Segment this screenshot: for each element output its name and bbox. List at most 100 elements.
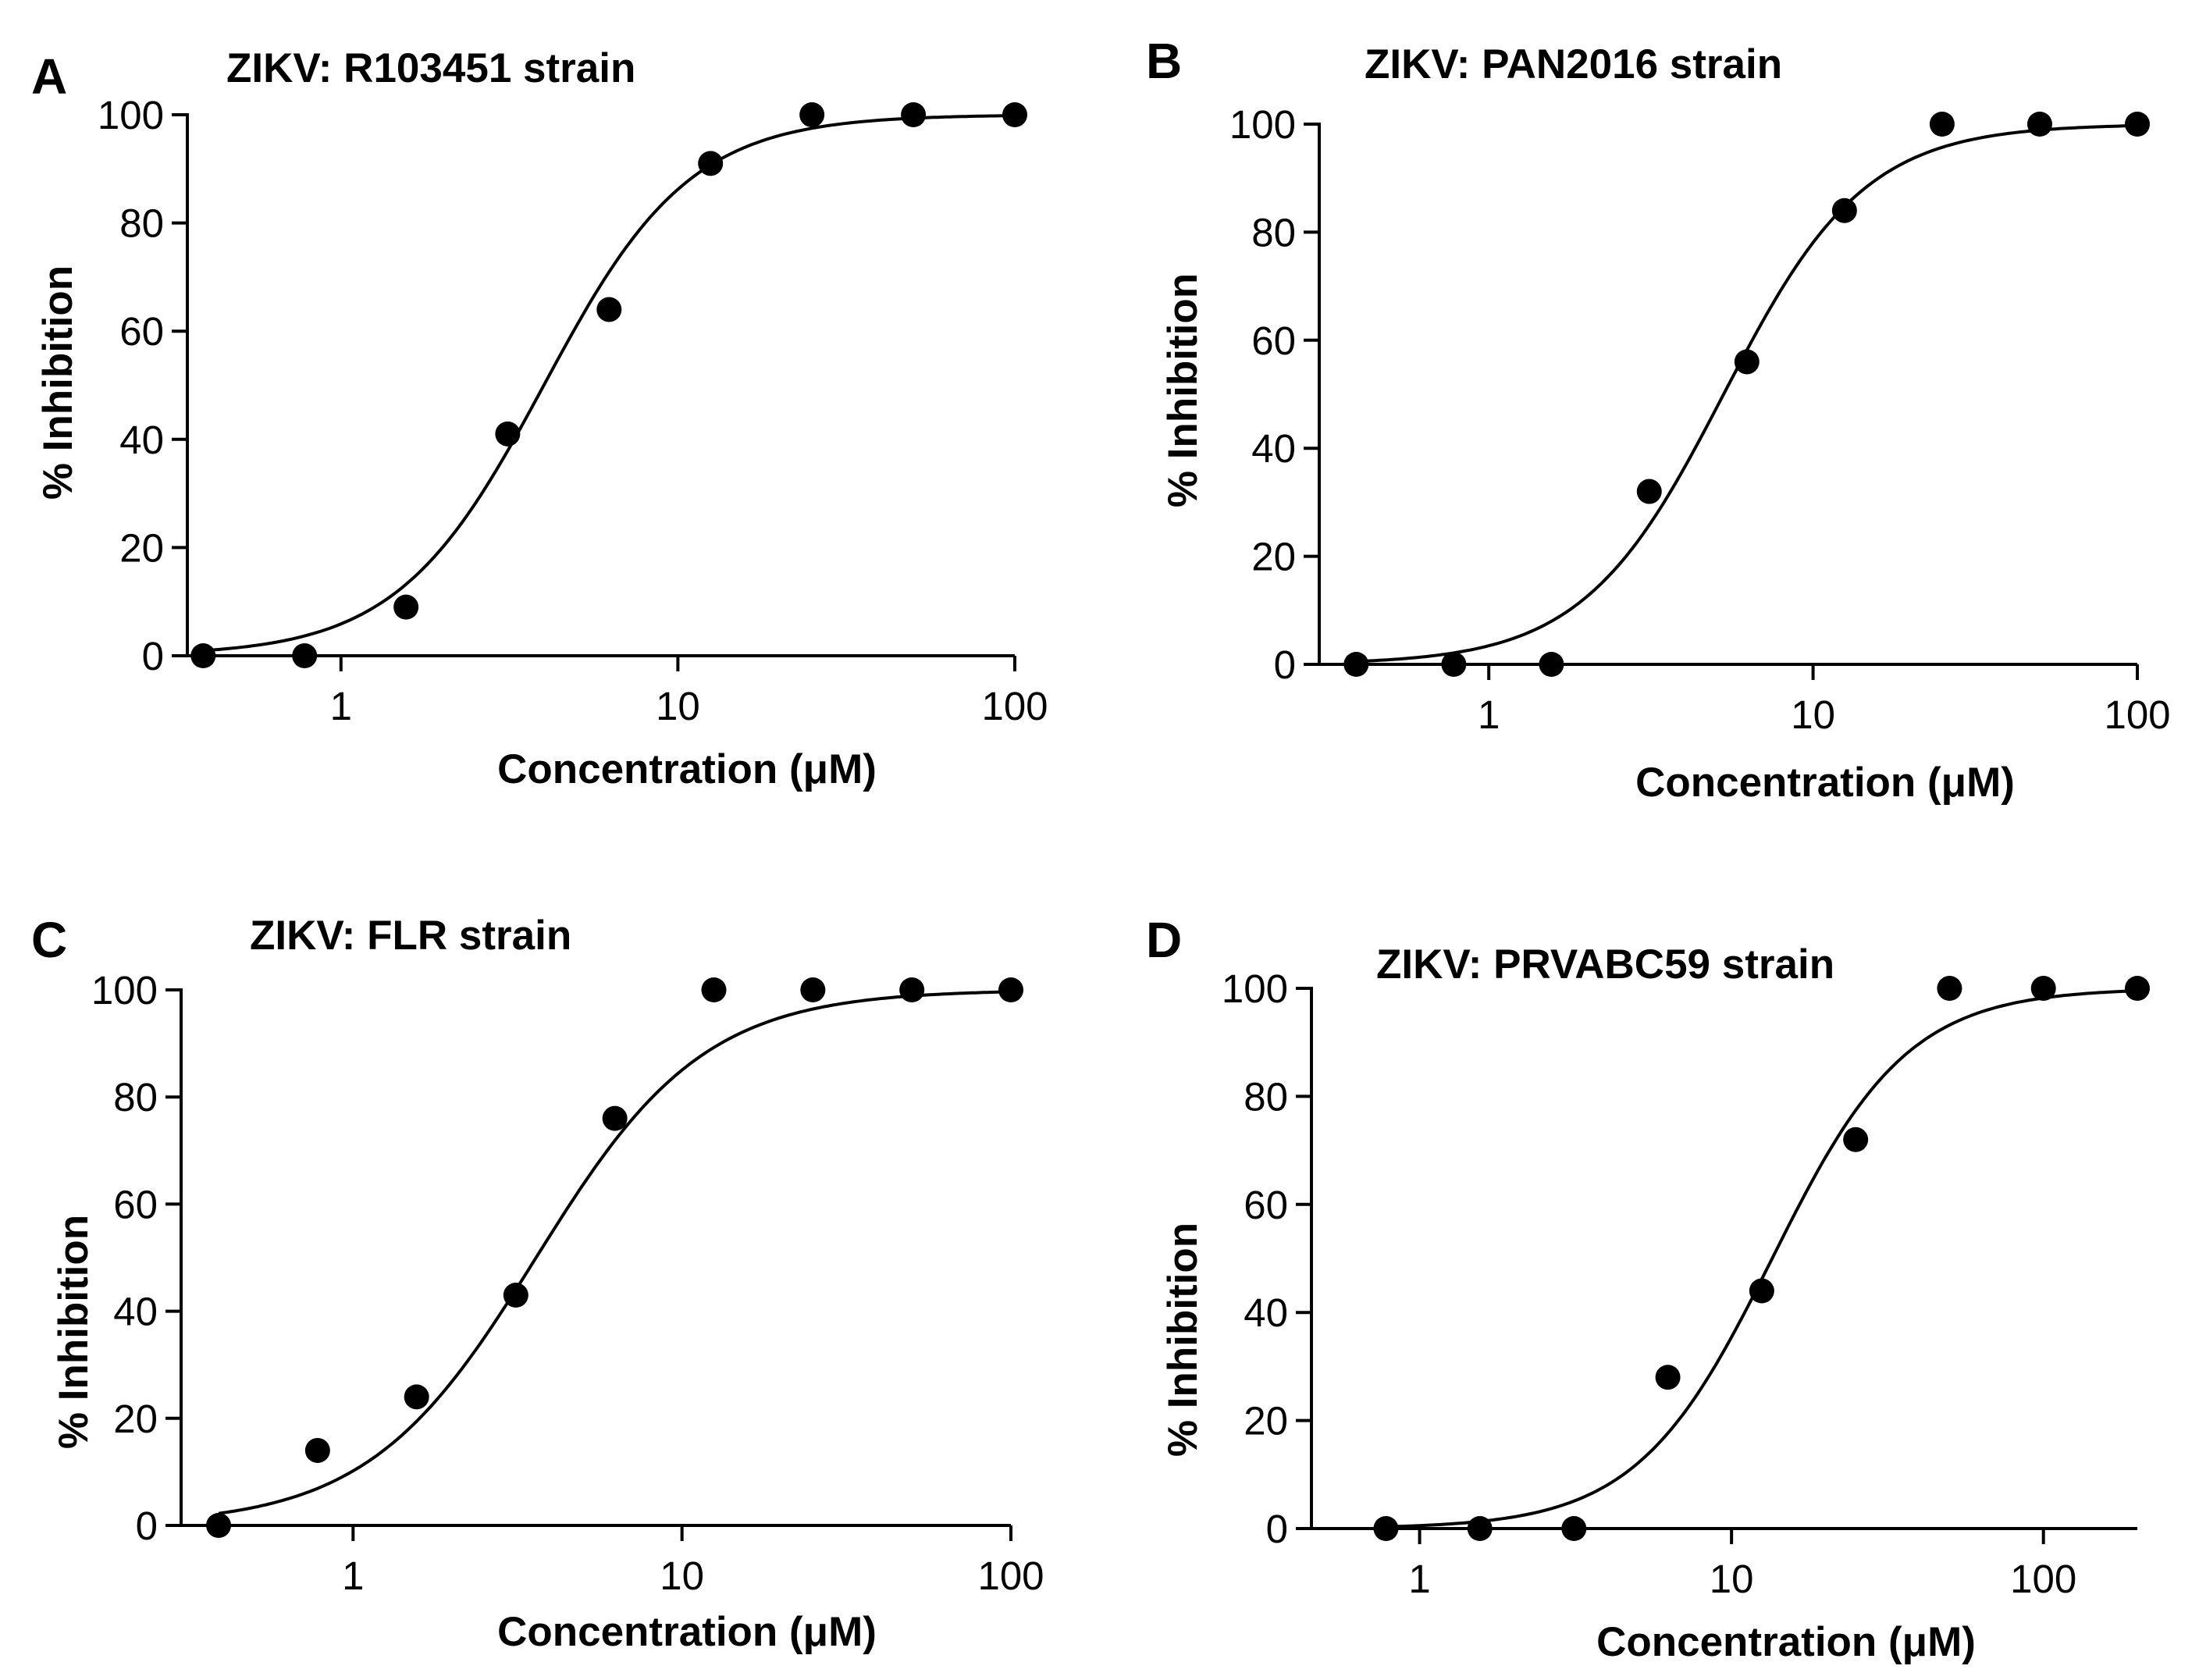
y-tick-label: 40 [119, 418, 164, 462]
data-point [2026, 112, 2052, 137]
x-axis-label: Concentration (μM) [1596, 1619, 1976, 1665]
y-tick-label: 0 [142, 634, 164, 678]
data-point [393, 594, 419, 620]
data-point [503, 1283, 528, 1308]
data-point [304, 1437, 330, 1463]
x-axis-label: Concentration (μM) [1635, 760, 2015, 806]
data-point [701, 977, 727, 1002]
data-point [1831, 198, 1857, 223]
fit-curve [218, 990, 1012, 1515]
data-point [404, 1384, 429, 1410]
data-point [1937, 976, 1962, 1001]
y-tick-label: 80 [113, 1075, 158, 1119]
data-point [901, 102, 927, 127]
x-tick-label: 10 [656, 684, 700, 728]
y-tick-label: 20 [119, 525, 164, 570]
data-point [1002, 102, 1027, 127]
data-point [1441, 652, 1467, 677]
data-point [899, 977, 925, 1002]
y-tick-label: 60 [1244, 1183, 1288, 1227]
data-point [799, 102, 825, 127]
y-tick-label: 0 [1266, 1507, 1288, 1551]
chart-title: ZIKV: PAN2016 strain [1365, 41, 1782, 87]
x-tick-label: 100 [2104, 692, 2170, 737]
plot-area: 0 20 40 60 80 100 1 10 100 [1222, 966, 2150, 1601]
fit-curve [1356, 123, 2138, 664]
chart-panel-a: A ZIKV: R103451 strain % Inhibition Conc… [0, 0, 1099, 840]
chart-title: ZIKV: PRVABC59 strain [1376, 941, 1834, 988]
x-axis-label: Concentration (μM) [497, 1609, 877, 1655]
data-point [1467, 1516, 1493, 1541]
y-tick-label: 40 [1251, 426, 1296, 471]
data-point [2030, 976, 2056, 1001]
y-tick-label: 0 [136, 1504, 158, 1548]
data-point [1655, 1365, 1681, 1390]
data-point [1636, 479, 1662, 504]
y-tick-label: 100 [91, 968, 158, 1013]
data-point [1539, 652, 1564, 677]
data-point [1373, 1516, 1399, 1541]
chart-title: ZIKV: R103451 strain [226, 45, 635, 91]
data-point [1561, 1516, 1587, 1541]
x-tick-label: 100 [977, 1554, 1044, 1598]
chart-panel-c: C ZIKV: FLR strain % Inhibition Concentr… [0, 840, 1099, 1680]
fit-curve [203, 114, 1016, 653]
data-point [596, 297, 622, 322]
y-tick-label: 100 [1222, 966, 1288, 1011]
data-point [1734, 349, 1760, 375]
data-point [2125, 976, 2150, 1001]
x-tick-label: 100 [2010, 1557, 2076, 1601]
plot-area: 0 20 40 60 80 100 1 10 100 [91, 968, 1044, 1598]
chart-svg-a: A ZIKV: R103451 strain % Inhibition Conc… [31, 45, 1048, 792]
plot-area: 0 20 40 60 80 100 1 10 100 [1229, 102, 2171, 737]
y-tick-label: 40 [1244, 1290, 1288, 1335]
data-point [206, 1513, 232, 1538]
y-tick-label: 60 [113, 1182, 158, 1226]
data-point [1749, 1278, 1774, 1304]
x-tick-label: 10 [1710, 1557, 1754, 1601]
x-tick-label: 10 [1791, 692, 1835, 737]
y-tick-label: 60 [1251, 319, 1296, 363]
data-point [1843, 1127, 1869, 1152]
chart-svg-b: B ZIKV: PAN2016 strain % Inhibition Conc… [1146, 33, 2171, 806]
panel-letter: D [1146, 912, 1182, 968]
chart-svg-c: C ZIKV: FLR strain % Inhibition Concentr… [31, 912, 1044, 1655]
y-tick-label: 80 [119, 201, 164, 246]
chart-title: ZIKV: FLR strain [250, 913, 571, 959]
data-point [1343, 652, 1369, 677]
x-tick-label: 10 [660, 1554, 704, 1598]
y-tick-label: 20 [1244, 1399, 1288, 1443]
fit-curve [1386, 989, 2138, 1529]
y-tick-label: 20 [1251, 535, 1296, 579]
x-axis-label: Concentration (μM) [497, 746, 877, 792]
chart-panel-d: D ZIKV: PRVABC59 strain % Inhibition Con… [1099, 840, 2199, 1680]
y-tick-label: 80 [1244, 1074, 1288, 1119]
y-tick-label: 80 [1251, 210, 1296, 254]
chart-svg-d: D ZIKV: PRVABC59 strain % Inhibition Con… [1146, 912, 2150, 1665]
x-tick-label: 1 [1408, 1557, 1430, 1601]
panel-letter: A [31, 48, 67, 105]
x-tick-label: 100 [981, 684, 1048, 728]
y-tick-label: 40 [113, 1290, 158, 1334]
chart-panel-b: B ZIKV: PAN2016 strain % Inhibition Conc… [1099, 0, 2199, 840]
y-tick-label: 100 [1229, 102, 1296, 147]
data-point [998, 977, 1023, 1002]
data-point [2125, 112, 2150, 137]
panel-letter: B [1146, 33, 1182, 89]
x-tick-label: 1 [1478, 692, 1500, 737]
panel-letter: C [31, 912, 67, 968]
x-tick-label: 1 [342, 1554, 364, 1598]
y-tick-label: 20 [113, 1397, 158, 1441]
y-axis-label: % Inhibition [1160, 1223, 1206, 1457]
y-tick-label: 0 [1274, 642, 1296, 687]
y-axis-label: % Inhibition [35, 265, 81, 500]
data-point [190, 643, 216, 668]
data-point [495, 421, 521, 447]
y-tick-label: 60 [119, 309, 164, 354]
data-point [292, 643, 318, 668]
data-point [698, 151, 724, 176]
data-point [800, 977, 826, 1002]
x-tick-label: 1 [330, 684, 352, 728]
y-axis-label: % Inhibition [51, 1215, 97, 1449]
data-point [1929, 112, 1955, 137]
